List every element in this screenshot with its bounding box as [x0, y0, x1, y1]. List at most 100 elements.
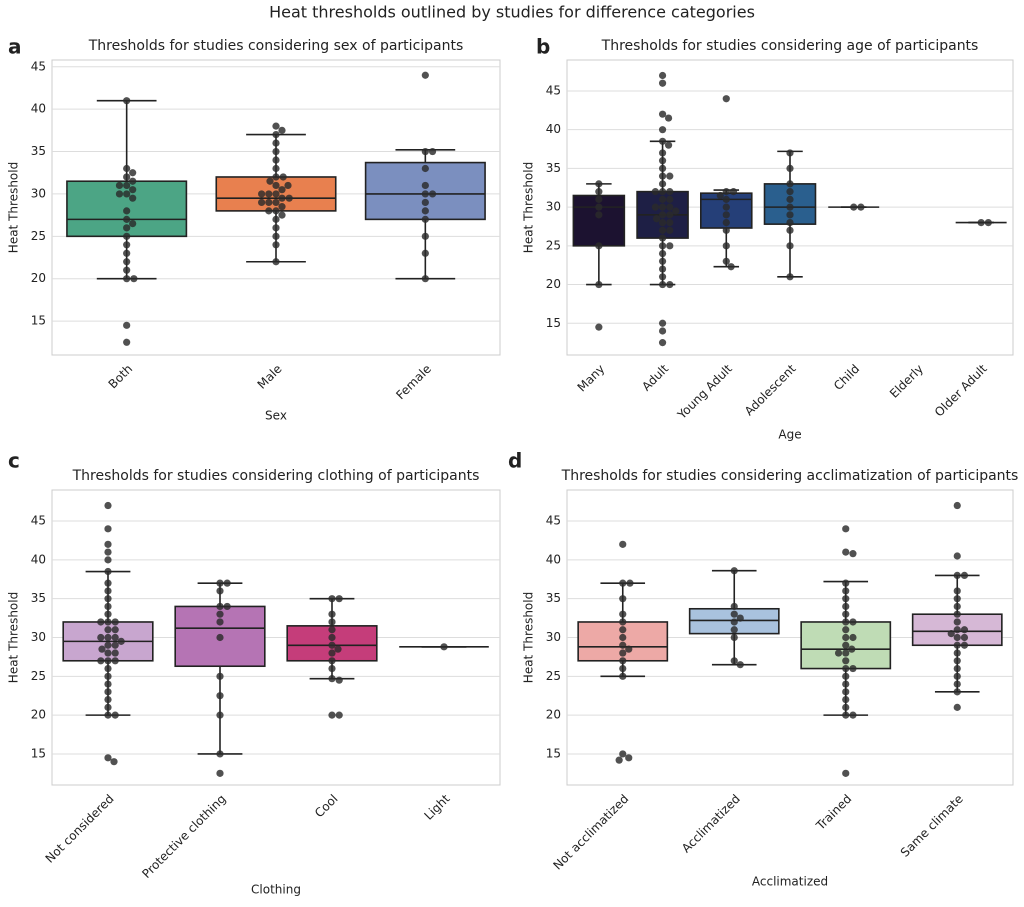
data-point — [104, 595, 112, 603]
data-point — [115, 190, 124, 198]
data-point — [842, 548, 850, 556]
data-point — [272, 181, 280, 190]
data-point — [722, 257, 730, 265]
data-point — [664, 141, 673, 149]
data-point — [104, 641, 112, 649]
data-point — [595, 280, 603, 289]
data-point — [104, 548, 112, 556]
data-point — [619, 649, 627, 657]
x-tick-label: Trained — [813, 792, 855, 834]
data-point — [104, 711, 112, 719]
data-point — [953, 680, 961, 688]
data-point — [842, 579, 850, 587]
data-point — [730, 618, 738, 626]
data-point — [730, 610, 738, 618]
data-point — [786, 188, 794, 196]
data-point — [658, 280, 667, 289]
data-point — [953, 633, 961, 642]
data-point — [104, 649, 112, 657]
y-tick-label: 45 — [31, 514, 46, 528]
data-point — [619, 641, 627, 649]
data-point — [842, 657, 850, 665]
data-point — [595, 188, 603, 196]
data-point — [619, 618, 627, 626]
data-point — [328, 633, 336, 642]
data-point — [284, 181, 292, 190]
x-tick-label: Male — [255, 362, 285, 392]
data-point — [842, 769, 850, 777]
y-axis-label: Heat Threshold — [522, 162, 536, 253]
x-tick-label: Adult — [639, 361, 671, 393]
data-point — [421, 190, 429, 198]
data-point — [842, 696, 850, 704]
data-point — [335, 676, 343, 684]
data-point — [123, 232, 131, 240]
data-point — [216, 587, 224, 595]
data-point — [953, 672, 961, 680]
data-point — [953, 501, 961, 510]
data-point — [857, 203, 865, 211]
data-point — [123, 258, 131, 266]
data-point — [953, 552, 961, 560]
data-point — [786, 195, 794, 203]
data-point — [123, 241, 131, 249]
data-point — [104, 501, 112, 510]
data-point — [984, 218, 992, 227]
data-point — [626, 579, 634, 587]
data-point — [328, 711, 336, 719]
data-point — [666, 172, 674, 180]
panel-title: Thresholds for studies considering age o… — [601, 38, 979, 54]
data-point — [111, 649, 119, 657]
data-point — [658, 327, 667, 335]
y-tick-label: 15 — [546, 316, 561, 330]
y-tick-label: 45 — [546, 83, 561, 97]
data-point — [658, 157, 667, 165]
data-point — [421, 275, 429, 283]
x-tick-label: Adolescent — [742, 361, 799, 418]
data-point — [130, 275, 138, 283]
data-point — [111, 657, 119, 665]
data-point — [104, 703, 112, 711]
data-point — [658, 249, 667, 258]
y-tick-label: 35 — [31, 591, 46, 605]
data-point — [842, 595, 850, 603]
y-tick-label: 40 — [31, 552, 46, 566]
data-point — [595, 195, 603, 203]
data-point — [595, 211, 603, 219]
data-point — [658, 110, 667, 118]
y-tick-label: 45 — [546, 514, 561, 528]
y-tick-label: 40 — [546, 122, 561, 136]
data-point — [104, 579, 112, 587]
y-tick-label: 20 — [546, 708, 561, 722]
data-point — [421, 249, 429, 257]
y-tick-label: 30 — [31, 630, 46, 644]
data-point — [666, 226, 674, 234]
data-point — [730, 602, 738, 611]
data-point — [123, 190, 131, 198]
data-point — [123, 173, 131, 181]
data-point — [953, 703, 961, 711]
data-point — [786, 211, 794, 219]
data-point — [421, 181, 429, 190]
data-point — [960, 571, 969, 579]
data-point — [842, 618, 850, 626]
data-point — [272, 122, 280, 130]
data-point — [658, 257, 667, 265]
data-point — [619, 633, 627, 642]
data-point — [272, 147, 280, 156]
data-point — [216, 692, 224, 700]
data-point — [953, 571, 961, 579]
x-tick-label: Many — [575, 362, 608, 395]
data-point — [111, 618, 119, 626]
data-point — [953, 610, 961, 618]
data-point — [335, 595, 343, 603]
data-point — [666, 203, 674, 211]
y-tick-label: 35 — [31, 144, 46, 158]
data-point — [104, 602, 112, 611]
data-point — [658, 149, 667, 157]
data-point — [421, 232, 429, 240]
data-point — [111, 633, 119, 642]
data-point — [722, 211, 730, 219]
data-point — [104, 556, 112, 564]
data-point — [658, 218, 667, 227]
